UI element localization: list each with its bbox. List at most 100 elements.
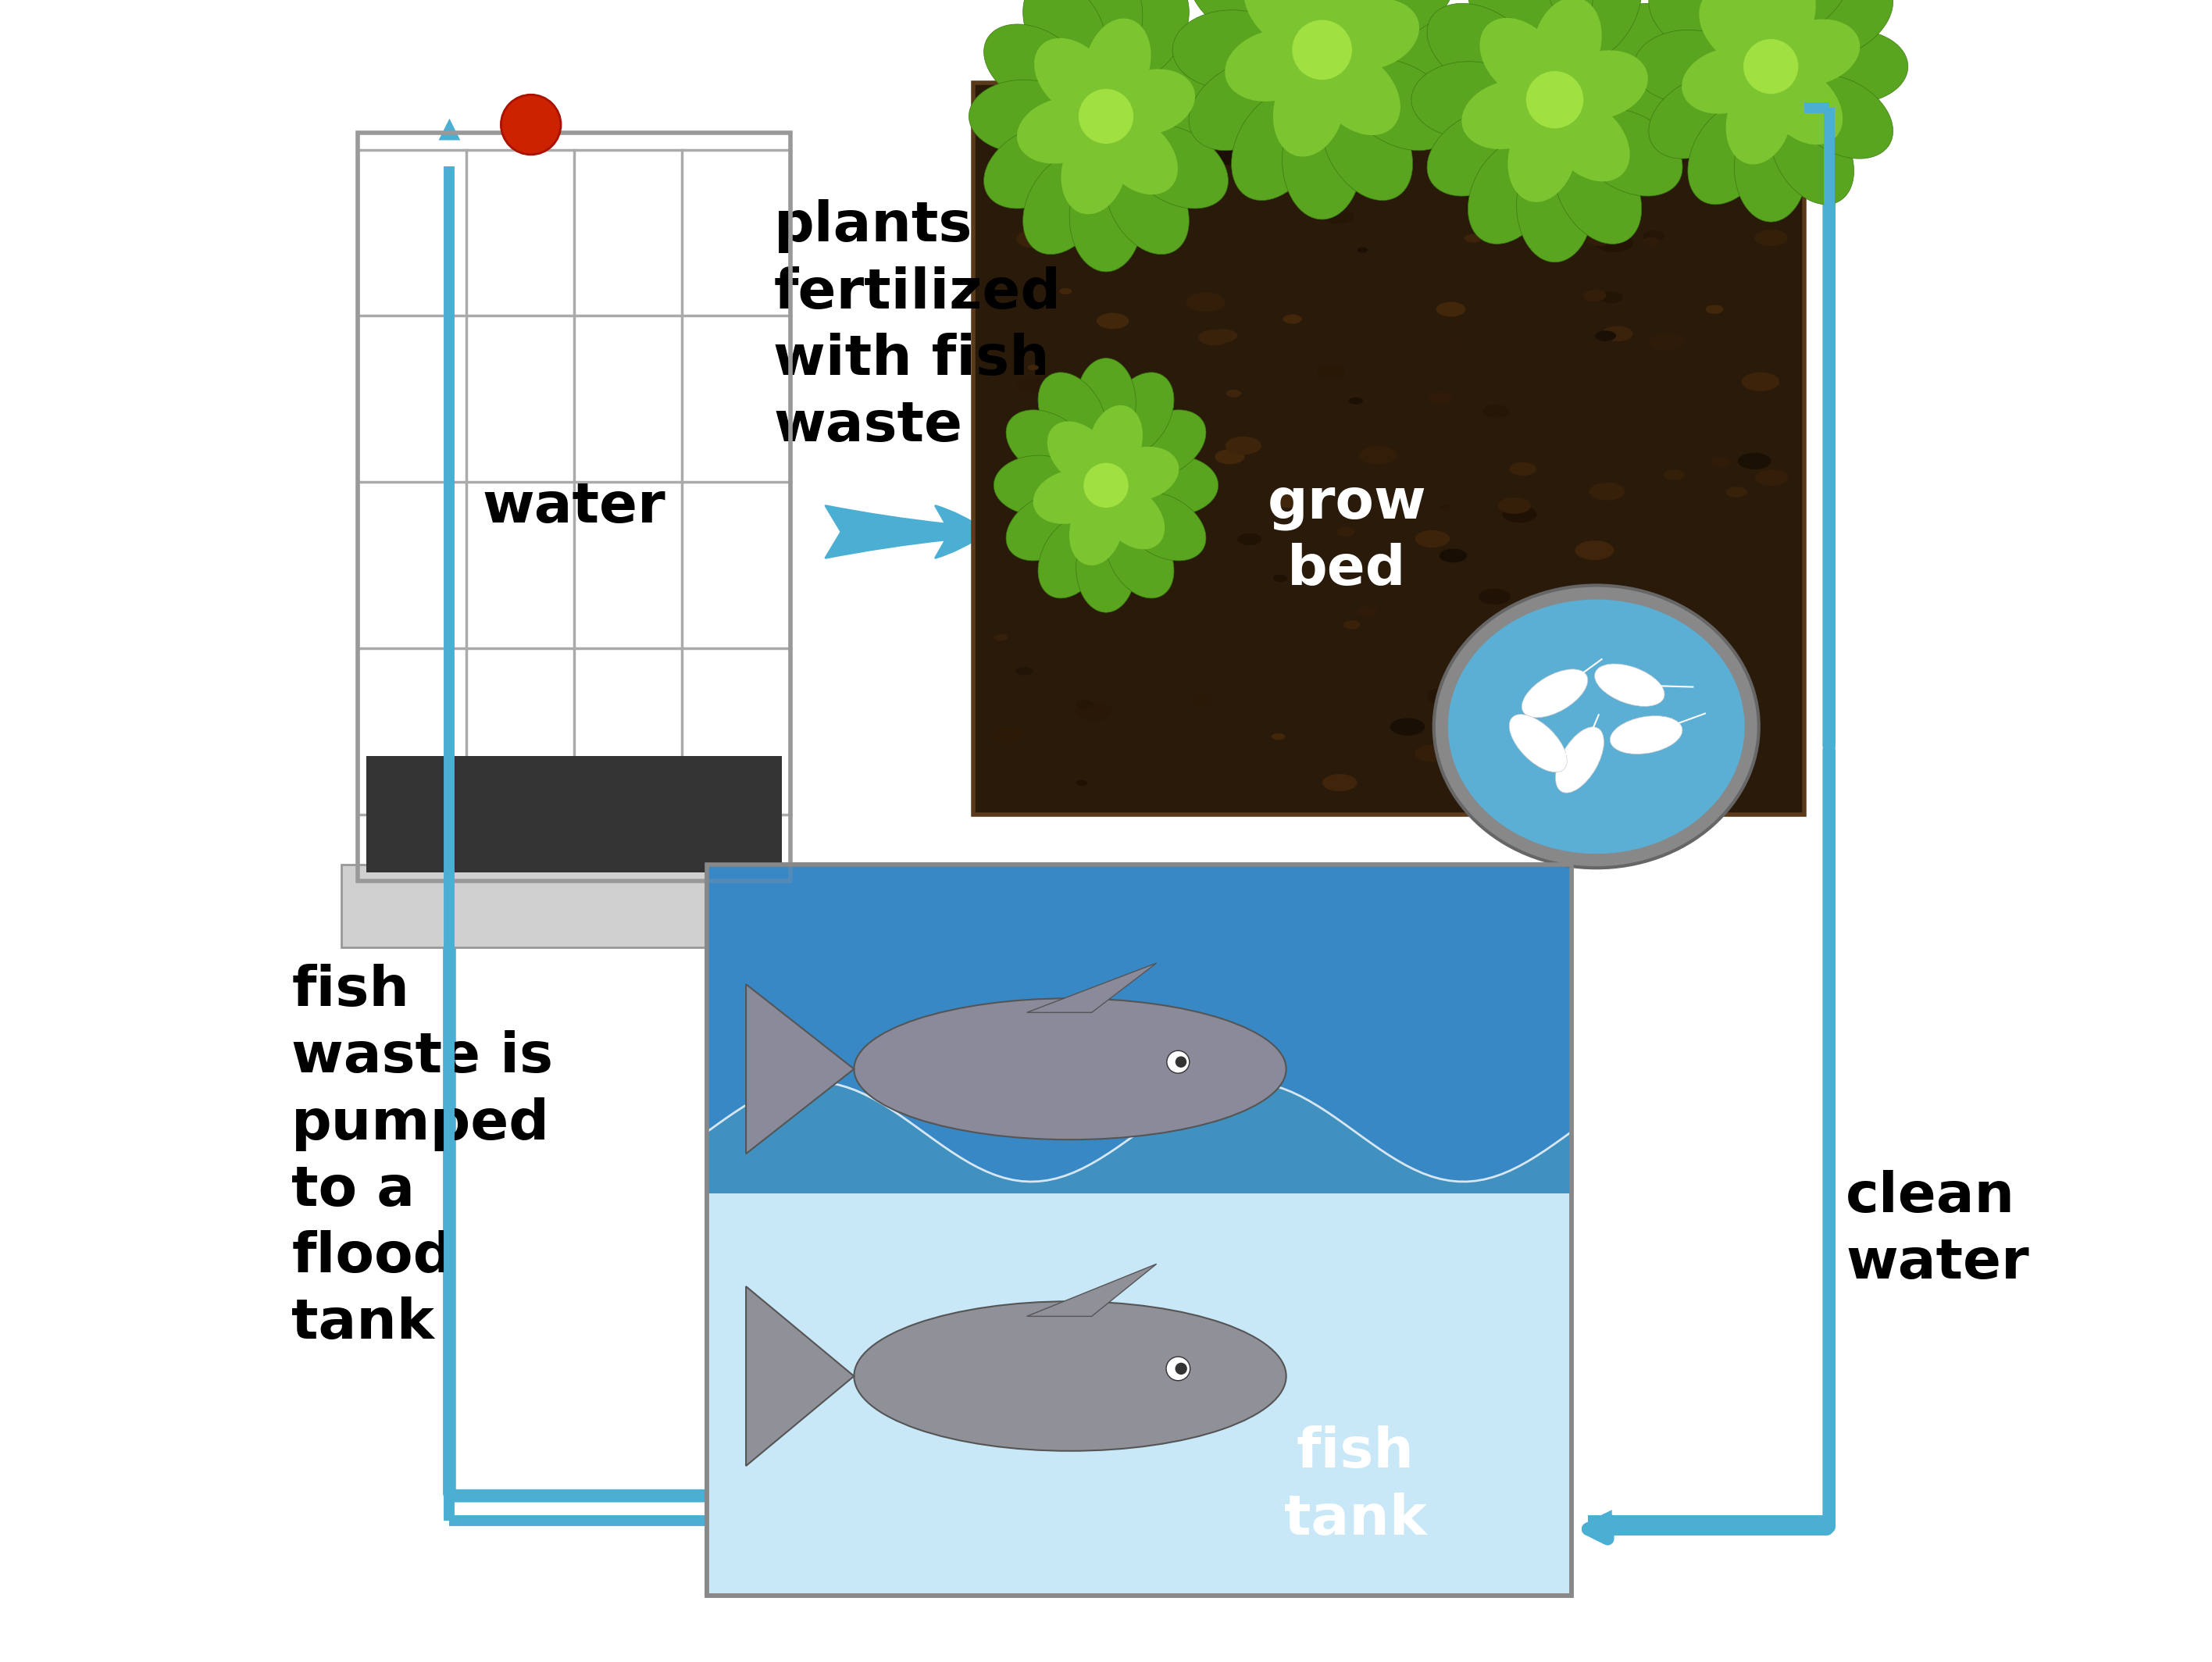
Ellipse shape (1210, 329, 1237, 342)
Ellipse shape (1239, 163, 1272, 179)
Ellipse shape (1433, 585, 1759, 868)
Ellipse shape (1243, 0, 1329, 50)
Text: water: water (482, 480, 666, 534)
Ellipse shape (1635, 30, 1743, 103)
Ellipse shape (1274, 494, 1303, 509)
Ellipse shape (1084, 18, 1150, 108)
Ellipse shape (1106, 153, 1190, 254)
Ellipse shape (1597, 698, 1624, 710)
Circle shape (1743, 40, 1798, 95)
Ellipse shape (1447, 725, 1475, 738)
Ellipse shape (1272, 733, 1285, 740)
Ellipse shape (1029, 364, 1040, 371)
Ellipse shape (1734, 113, 1807, 223)
Ellipse shape (1057, 170, 1066, 175)
Ellipse shape (1644, 238, 1659, 246)
Ellipse shape (1595, 331, 1617, 341)
Ellipse shape (1770, 20, 1860, 85)
Ellipse shape (1110, 444, 1126, 452)
Ellipse shape (1237, 534, 1261, 545)
Ellipse shape (1688, 168, 1712, 181)
Ellipse shape (1106, 515, 1175, 598)
Ellipse shape (1133, 80, 1243, 153)
Ellipse shape (1416, 745, 1449, 761)
Ellipse shape (1754, 229, 1787, 246)
Ellipse shape (1734, 0, 1807, 22)
Ellipse shape (1106, 0, 1190, 80)
Ellipse shape (1323, 209, 1354, 224)
Ellipse shape (1449, 341, 1462, 347)
Ellipse shape (1172, 10, 1292, 90)
Ellipse shape (1071, 437, 1102, 452)
Ellipse shape (1599, 291, 1624, 302)
Ellipse shape (1358, 607, 1378, 617)
Ellipse shape (1469, 138, 1555, 244)
Ellipse shape (1225, 437, 1261, 455)
Ellipse shape (1124, 411, 1206, 479)
Ellipse shape (1068, 492, 1124, 565)
Ellipse shape (1555, 138, 1641, 244)
Ellipse shape (1595, 663, 1663, 706)
Ellipse shape (1464, 234, 1482, 243)
Ellipse shape (1037, 515, 1106, 598)
Ellipse shape (1316, 364, 1345, 379)
Ellipse shape (1186, 141, 1201, 148)
Ellipse shape (1075, 701, 1113, 721)
Ellipse shape (1088, 406, 1144, 479)
Ellipse shape (1429, 392, 1453, 404)
Ellipse shape (1509, 108, 1577, 203)
Ellipse shape (1082, 479, 1102, 489)
Ellipse shape (1095, 251, 1113, 259)
Polygon shape (745, 1286, 854, 1466)
Ellipse shape (1274, 58, 1345, 156)
Ellipse shape (1055, 161, 1079, 173)
Ellipse shape (1498, 497, 1531, 514)
Ellipse shape (1075, 359, 1137, 449)
Ellipse shape (993, 633, 1009, 642)
Ellipse shape (1186, 293, 1225, 312)
Ellipse shape (1548, 100, 1630, 181)
Ellipse shape (1688, 0, 1772, 30)
Ellipse shape (1555, 726, 1604, 793)
FancyBboxPatch shape (973, 83, 1805, 814)
Ellipse shape (1343, 620, 1360, 628)
Ellipse shape (1046, 420, 1113, 485)
Ellipse shape (1763, 66, 1843, 145)
Text: microbes and worms
convert waste into organic
material for plants: microbes and worms convert waste into or… (774, 864, 1495, 1024)
Ellipse shape (1006, 489, 1022, 497)
Text: fish
tank: fish tank (1283, 1426, 1427, 1546)
Ellipse shape (1389, 718, 1425, 736)
Ellipse shape (1440, 504, 1451, 510)
Ellipse shape (1586, 234, 1613, 246)
Ellipse shape (1427, 108, 1533, 196)
FancyBboxPatch shape (367, 756, 781, 873)
FancyBboxPatch shape (341, 864, 807, 947)
Circle shape (1166, 1356, 1190, 1381)
Ellipse shape (1725, 711, 1739, 718)
Text: clean
water: clean water (1845, 1170, 2028, 1290)
FancyBboxPatch shape (708, 864, 1571, 1193)
Ellipse shape (1776, 179, 1794, 189)
Ellipse shape (1212, 150, 1223, 155)
Ellipse shape (1060, 93, 1091, 108)
Ellipse shape (1453, 316, 1464, 321)
Ellipse shape (1517, 0, 1593, 52)
Ellipse shape (1199, 329, 1230, 346)
Circle shape (1526, 71, 1584, 128)
Ellipse shape (1522, 670, 1588, 718)
Ellipse shape (1577, 108, 1683, 196)
Ellipse shape (1274, 101, 1305, 116)
Ellipse shape (1073, 437, 1106, 454)
Ellipse shape (1321, 90, 1413, 201)
Ellipse shape (1062, 125, 1128, 214)
Ellipse shape (1491, 218, 1515, 229)
Ellipse shape (1517, 148, 1593, 263)
Ellipse shape (1411, 61, 1526, 138)
Ellipse shape (1577, 3, 1683, 91)
Ellipse shape (1214, 148, 1248, 165)
Ellipse shape (1166, 535, 1186, 547)
Ellipse shape (1595, 233, 1632, 253)
Text: fish
waste is
pumped
to a
flood
tank: fish waste is pumped to a flood tank (292, 964, 553, 1351)
Ellipse shape (1097, 437, 1119, 449)
Ellipse shape (1071, 196, 1099, 211)
